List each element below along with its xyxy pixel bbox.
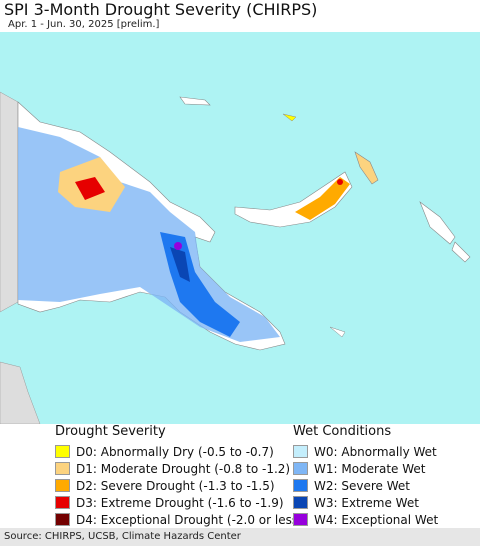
- title: SPI 3-Month Drought Severity (CHIRPS): [4, 0, 318, 19]
- land-australia: [0, 361, 41, 424]
- legend-swatch: [293, 479, 308, 492]
- map: [0, 32, 480, 424]
- legend-item: W3: Extreme Wet: [293, 494, 438, 511]
- land-new-britain: [234, 171, 353, 228]
- land-solomons: [419, 201, 456, 245]
- land-indonesia: [0, 91, 19, 313]
- legend-wet: Wet Conditions W0: Abnormally Wet W1: Mod…: [293, 424, 438, 528]
- legend-item: D0: Abnormally Dry (-0.5 to -0.7): [55, 443, 303, 460]
- land-island: [329, 326, 346, 338]
- legend-label: W0: Abnormally Wet: [314, 444, 437, 459]
- legend-label: W1: Moderate Wet: [314, 461, 426, 476]
- wet-area: [174, 242, 182, 250]
- legend-item: W2: Severe Wet: [293, 477, 438, 494]
- legend-label: W3: Extreme Wet: [314, 495, 419, 510]
- subtitle: Apr. 1 - Jun. 30, 2025 [prelim.]: [8, 19, 160, 30]
- legend-item: D3: Extreme Drought (-1.6 to -1.9): [55, 494, 303, 511]
- land-solomons: [451, 241, 471, 263]
- legend-item: W0: Abnormally Wet: [293, 443, 438, 460]
- land-new-ireland: [354, 151, 379, 185]
- legend-item: D1: Moderate Drought (-0.8 to -1.2): [55, 460, 303, 477]
- legend-label: W2: Severe Wet: [314, 478, 410, 493]
- legend-swatch: [55, 513, 70, 526]
- legend-drought: Drought Severity D0: Abnormally Dry (-0.…: [55, 424, 303, 528]
- legend-swatch: [293, 462, 308, 475]
- wet-area: [170, 247, 190, 282]
- legend-title: Drought Severity: [55, 424, 166, 439]
- legend-title: Wet Conditions: [293, 424, 392, 439]
- legend-label: D0: Abnormally Dry (-0.5 to -0.7): [76, 444, 274, 459]
- legend-swatch: [55, 445, 70, 458]
- legend-item: D2: Severe Drought (-1.3 to -1.5): [55, 477, 303, 494]
- legend-label: D1: Moderate Drought (-0.8 to -1.2): [76, 461, 291, 476]
- legend-label: D3: Extreme Drought (-1.6 to -1.9): [76, 495, 284, 510]
- legend-label: D4: Exceptional Drought (-2.0 or less): [76, 512, 303, 527]
- legend-swatch: [293, 496, 308, 509]
- legend-swatch: [293, 445, 308, 458]
- legend-item: W4: Exceptional Wet: [293, 511, 438, 528]
- legend-item: D4: Exceptional Drought (-2.0 or less): [55, 511, 303, 528]
- legend-label: D2: Severe Drought (-1.3 to -1.5): [76, 478, 275, 493]
- land-island: [179, 96, 211, 106]
- dry-area: [295, 177, 350, 220]
- dry-area: [75, 177, 105, 200]
- dry-area: [337, 179, 343, 185]
- land-island: [282, 113, 297, 122]
- legend-swatch: [55, 496, 70, 509]
- source: Source: CHIRPS, UCSB, Climate Hazards Ce…: [0, 528, 480, 546]
- legend-item: W1: Moderate Wet: [293, 460, 438, 477]
- legend-label: W4: Exceptional Wet: [314, 512, 439, 527]
- legend-swatch: [55, 479, 70, 492]
- legend-swatch: [55, 462, 70, 475]
- legend-swatch: [293, 513, 308, 526]
